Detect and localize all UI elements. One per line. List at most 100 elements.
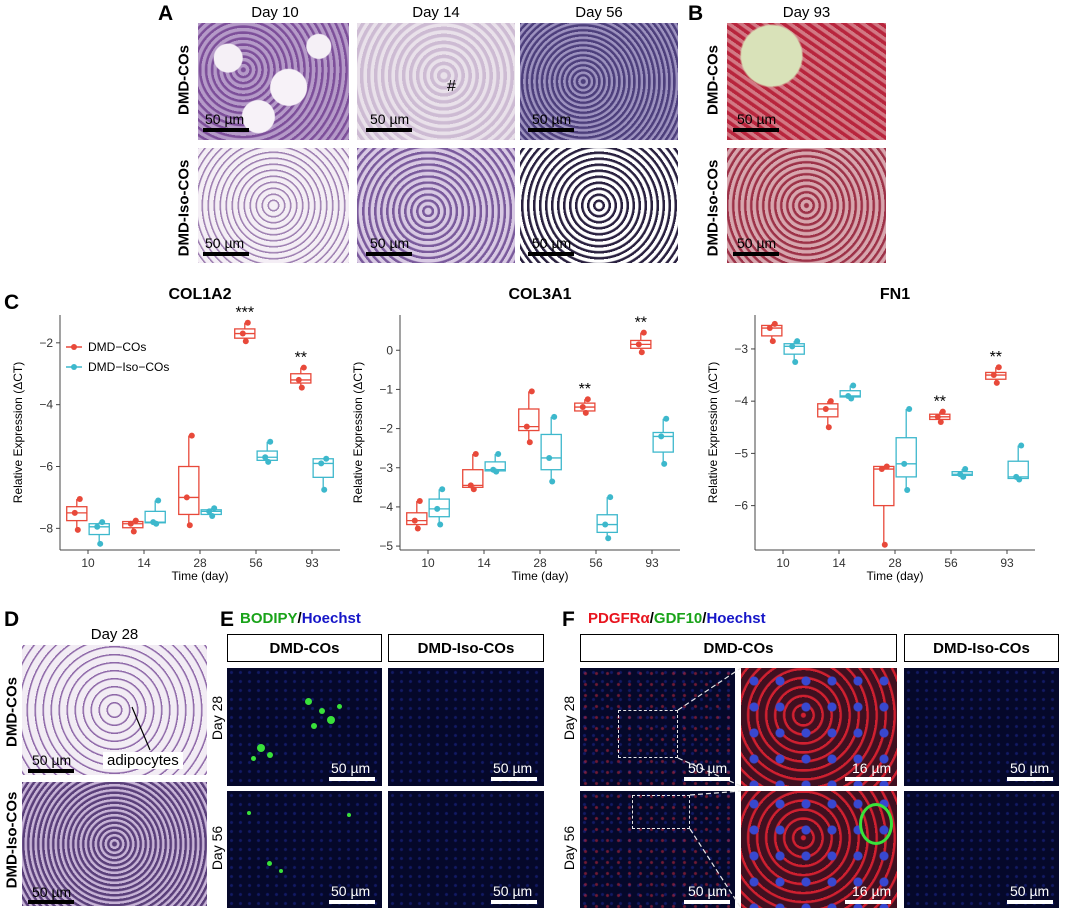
panel-a-row-label-dmd-iso-cos: DMD-Iso-COs bbox=[175, 159, 193, 257]
data-point bbox=[883, 463, 890, 470]
panel-label-c: C bbox=[4, 291, 20, 314]
y-tick-label: −2 bbox=[379, 422, 393, 436]
y-tick-label: −8 bbox=[39, 521, 53, 535]
scale-label: 50 µm bbox=[331, 883, 371, 899]
data-point bbox=[605, 535, 612, 542]
data-point bbox=[995, 364, 1002, 371]
significance-label: *** bbox=[235, 305, 254, 322]
gdf10-signal bbox=[859, 803, 893, 845]
y-axis-label: Relative Expression (ΔCT) bbox=[351, 362, 365, 503]
box-body bbox=[895, 437, 917, 478]
panel-f-col-header-dmd-cos: DMD-COs bbox=[580, 634, 897, 662]
data-point bbox=[635, 341, 642, 348]
panel-a-row-label-dmd-cos: DMD-COs bbox=[175, 45, 193, 115]
scale-label: 50 µm bbox=[493, 760, 533, 776]
panel-e-col-header-dmd-iso-cos: DMD-Iso-COs bbox=[388, 634, 544, 662]
panel-e-title: BODIPY/Hoechst bbox=[240, 610, 361, 627]
data-point bbox=[825, 424, 832, 431]
data-point bbox=[523, 423, 530, 430]
data-point bbox=[132, 517, 139, 524]
panel-a-col-label-day56: Day 56 bbox=[575, 4, 623, 21]
x-tick-label: 93 bbox=[645, 556, 659, 570]
data-point bbox=[321, 486, 328, 493]
y-tick-label: 0 bbox=[386, 343, 393, 357]
panel-label-d: D bbox=[4, 608, 20, 631]
panel-label-e: E bbox=[220, 608, 235, 631]
data-point bbox=[993, 379, 1000, 386]
data-point bbox=[416, 498, 423, 505]
title-slash: / bbox=[702, 610, 707, 627]
legend-label: DMD−Iso−COs bbox=[88, 360, 169, 374]
scale-label: 50 µm bbox=[370, 111, 410, 127]
panel-e-col-header-dmd-cos: DMD-COs bbox=[227, 634, 382, 662]
panel-e-row-label-day56: Day 56 bbox=[209, 825, 225, 871]
y-tick-label: −6 bbox=[39, 460, 53, 474]
data-point bbox=[414, 525, 421, 532]
zoom-region bbox=[618, 710, 678, 758]
data-point bbox=[493, 468, 500, 475]
scale-bar bbox=[28, 900, 74, 904]
data-point bbox=[582, 409, 589, 416]
y-tick-label: −6 bbox=[734, 499, 748, 513]
title-pdgfra: PDGFRα bbox=[588, 610, 650, 627]
chart-title: FN1 bbox=[880, 286, 910, 303]
data-point bbox=[661, 460, 668, 467]
scale-bar bbox=[1007, 900, 1053, 904]
micrograph-a-dmd-day10 bbox=[198, 23, 349, 140]
x-tick-label: 93 bbox=[1000, 556, 1014, 570]
legend-key-dot bbox=[71, 364, 77, 370]
data-point bbox=[607, 494, 614, 501]
box-charts: COL1A2 −8 −6 −4 −2 Relative Expression (ΔCT) 1… bbox=[11, 286, 1035, 583]
y-tick-label: −2 bbox=[39, 336, 53, 350]
scale-label: 50 µm bbox=[205, 235, 245, 251]
data-point bbox=[244, 319, 251, 326]
x-tick-label: 10 bbox=[81, 556, 95, 570]
data-point bbox=[127, 520, 134, 527]
significance-label: ** bbox=[579, 381, 591, 398]
x-tick-label: 56 bbox=[944, 556, 958, 570]
data-point bbox=[130, 528, 137, 535]
fluorescence-f-dmd-day28-zoom bbox=[741, 668, 897, 786]
fluorescence-f-dmd-day56 bbox=[580, 791, 735, 908]
scale-bar bbox=[733, 252, 779, 256]
significance-label: ** bbox=[635, 315, 647, 332]
panel-f-title: PDGFRα/GDF10/Hoechst bbox=[588, 610, 766, 627]
x-tick-label: 14 bbox=[137, 556, 151, 570]
box-body bbox=[540, 433, 562, 471]
data-point bbox=[470, 486, 477, 493]
scale-bar bbox=[684, 900, 730, 904]
data-point bbox=[1016, 476, 1023, 483]
lipid-droplet bbox=[319, 708, 325, 714]
micrograph-a-dmd-day56 bbox=[520, 23, 678, 140]
panel-f-row-label-day28: Day 28 bbox=[561, 695, 577, 741]
box-body bbox=[178, 465, 200, 516]
scale-label: 50 µm bbox=[532, 111, 572, 127]
data-point bbox=[878, 466, 885, 473]
y-axis-label: Relative Expression (ΔCT) bbox=[706, 362, 720, 503]
x-tick-label: 10 bbox=[421, 556, 435, 570]
panel-label-f: F bbox=[562, 608, 575, 631]
panel-label-b: B bbox=[688, 2, 704, 25]
panel-d-col-label: Day 28 bbox=[90, 626, 139, 643]
lipid-droplet bbox=[247, 811, 251, 815]
title-slash: / bbox=[649, 610, 654, 627]
adipocyte-pointer bbox=[131, 706, 151, 751]
data-point bbox=[584, 396, 591, 403]
panel-d-row-label-dmd-cos: DMD-COs bbox=[3, 677, 21, 747]
data-point bbox=[323, 455, 330, 462]
x-tick-label: 28 bbox=[533, 556, 547, 570]
lipid-droplet bbox=[279, 869, 283, 873]
data-point bbox=[239, 330, 246, 337]
scale-bar bbox=[203, 128, 249, 132]
scale-label: 50 µm bbox=[1010, 760, 1050, 776]
significance-label: ** bbox=[295, 350, 307, 367]
micrograph-a-iso-day10 bbox=[198, 148, 349, 263]
data-point bbox=[267, 438, 274, 445]
fluorescence-e-dmd-day28 bbox=[227, 668, 382, 786]
significance-label: ** bbox=[990, 349, 1002, 366]
panel-b-row-label-dmd-iso-cos: DMD-Iso-COs bbox=[704, 159, 722, 257]
y-tick-label: −3 bbox=[379, 461, 393, 475]
lipid-droplet bbox=[311, 723, 317, 729]
data-point bbox=[551, 413, 558, 420]
y-tick-label: −5 bbox=[379, 539, 393, 553]
